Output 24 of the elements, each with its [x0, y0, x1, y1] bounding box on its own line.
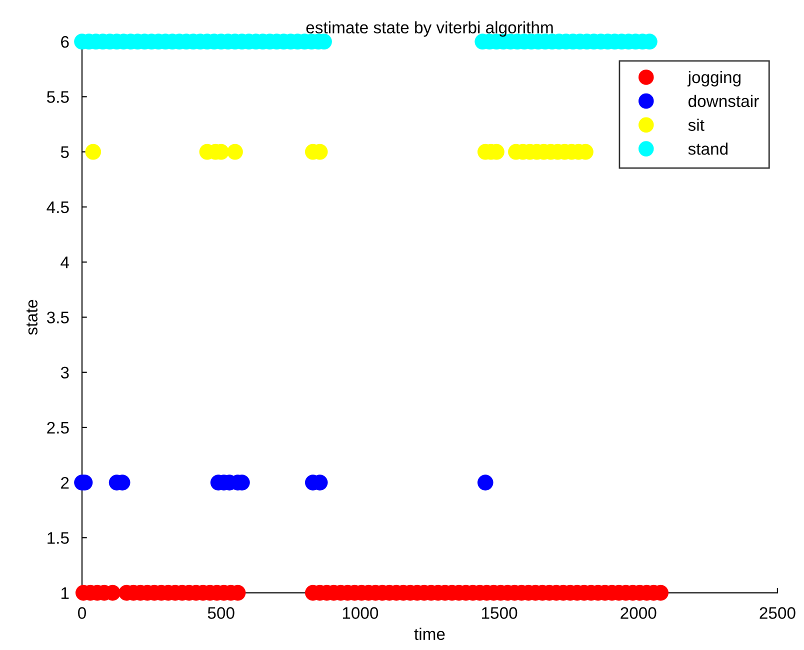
- x-tick-label: 2500: [760, 607, 796, 619]
- y-tick-label: 4: [60, 256, 70, 268]
- y-tick-label: 1: [62, 587, 69, 599]
- legend-label: sit: [688, 118, 704, 131]
- y-tick-label: 6: [61, 36, 69, 48]
- y-tick-label: 2: [61, 476, 69, 489]
- x-tick-label: 0: [78, 607, 86, 619]
- legend-label: downstair: [688, 94, 759, 108]
- legend-label: jogging: [687, 70, 740, 86]
- y-tick-label: 1.5: [48, 532, 69, 544]
- x-tick-label: 2000: [620, 607, 656, 619]
- x-tick-label: 500: [208, 607, 234, 619]
- y-tick-label: 5.5: [47, 91, 69, 103]
- x-axis-title: time: [414, 628, 445, 640]
- y-tick-label: 3.5: [46, 312, 69, 324]
- y-tick-label: 5: [60, 146, 69, 158]
- x-tick-label: 1000: [342, 607, 378, 619]
- y-tick-label: 3: [60, 366, 69, 379]
- chart-title: estimate state by viterbi algorithm: [306, 21, 553, 37]
- y-axis-title: state: [26, 300, 38, 335]
- y-tick-label: 2.5: [47, 422, 69, 434]
- x-tick-label: 1500: [482, 607, 518, 619]
- y-tick-label: 4.5: [46, 202, 69, 214]
- legend-label: stand: [688, 142, 728, 155]
